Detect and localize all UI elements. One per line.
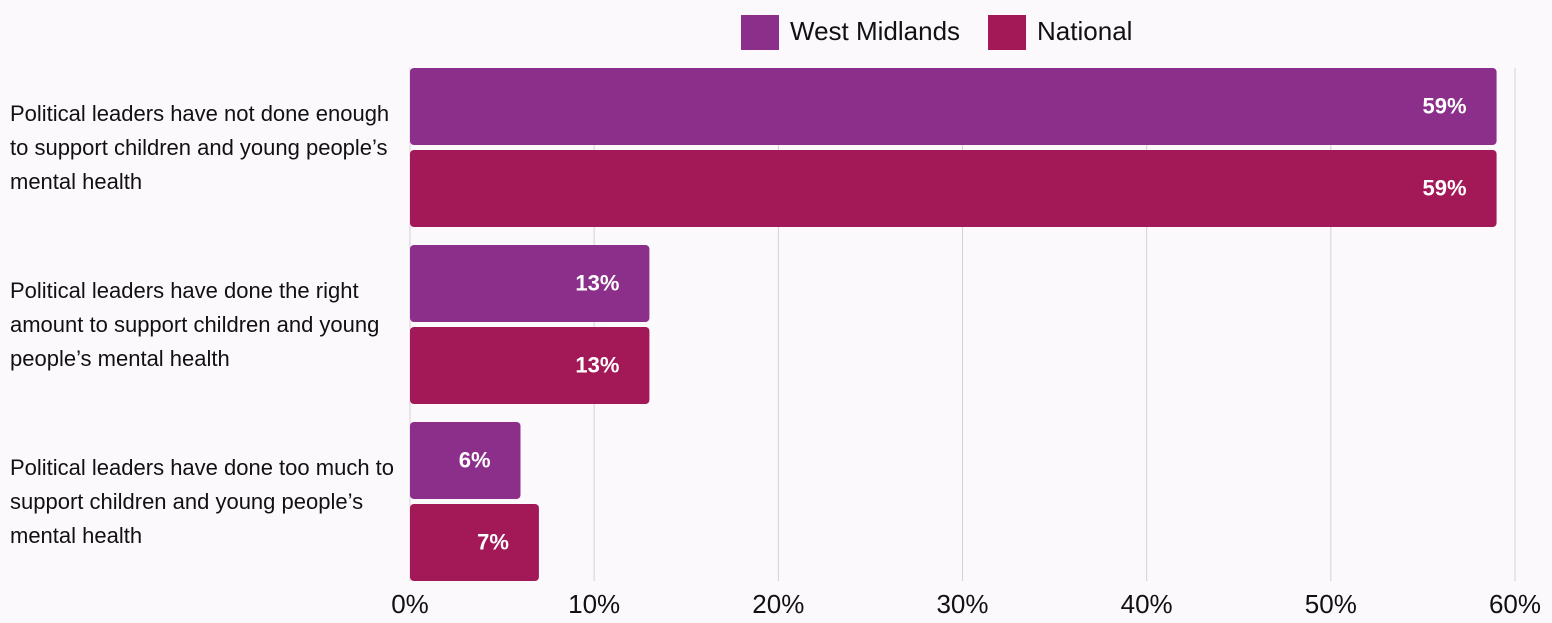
value-label: 13%: [575, 270, 619, 295]
bar: [410, 422, 521, 499]
category-label: Political leaders have done the right am…: [10, 277, 380, 371]
x-tick-label: 20%: [752, 589, 804, 619]
x-tick-label: 30%: [936, 589, 988, 619]
x-tick-label: 40%: [1121, 589, 1173, 619]
legend-label: West Midlands: [790, 16, 960, 46]
category-label: Political leaders have done too much to …: [10, 454, 395, 548]
legend-label: National: [1037, 16, 1132, 46]
bar: [410, 504, 539, 581]
x-tick-label: 60%: [1489, 589, 1541, 619]
value-label: 59%: [1423, 175, 1467, 200]
bar: [410, 245, 650, 322]
bar: [410, 327, 650, 404]
value-label: 7%: [477, 529, 509, 554]
x-tick-label: 50%: [1305, 589, 1357, 619]
value-label: 13%: [575, 352, 619, 377]
category-label: Political leaders have not done enough t…: [10, 100, 390, 194]
bar: [410, 150, 1497, 227]
x-tick-label: 10%: [568, 589, 620, 619]
bar: [410, 68, 1497, 145]
legend-swatch: [741, 15, 779, 50]
value-label: 6%: [459, 447, 491, 472]
value-label: 59%: [1423, 93, 1467, 118]
x-tick-label: 0%: [391, 589, 429, 619]
legend-swatch: [988, 15, 1027, 50]
